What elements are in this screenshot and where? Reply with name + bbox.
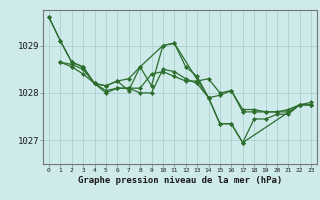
X-axis label: Graphe pression niveau de la mer (hPa): Graphe pression niveau de la mer (hPa) — [78, 176, 282, 185]
